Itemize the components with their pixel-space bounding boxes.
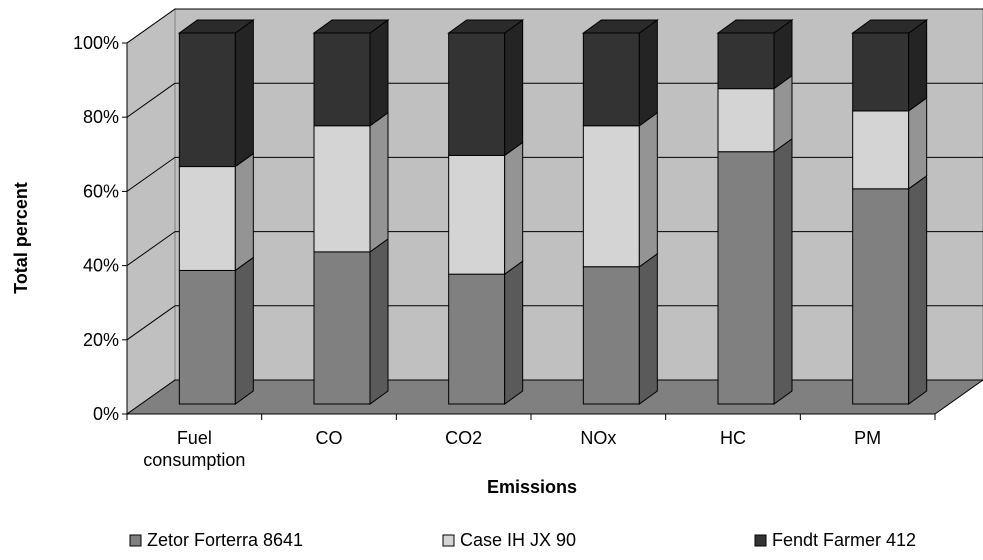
legend-label: Case IH JX 90 bbox=[460, 530, 576, 550]
legend: Zetor Forterra 8641 Case IH JX 90 Fendt Fa… bbox=[129, 530, 916, 550]
bar-segment bbox=[582, 32, 640, 127]
y-tick-label: 60% bbox=[83, 181, 119, 201]
bar-top bbox=[447, 19, 525, 34]
bar-segment-side bbox=[504, 19, 524, 157]
bar-segment-side bbox=[369, 237, 389, 405]
bar-segment bbox=[852, 32, 910, 112]
bar-segment-side bbox=[638, 19, 658, 127]
bar-segment bbox=[178, 32, 236, 168]
legend-label: Fendt Farmer 412 bbox=[772, 530, 916, 550]
x-category-label-line: consumption bbox=[143, 450, 245, 470]
x-category-label-line: NOx bbox=[580, 428, 616, 448]
legend-swatch bbox=[442, 534, 455, 547]
legend-swatch bbox=[129, 534, 142, 547]
bar-segment-side bbox=[234, 152, 254, 272]
bar-segment bbox=[313, 32, 371, 127]
bar-segment bbox=[717, 88, 775, 153]
gridline-side bbox=[126, 305, 176, 341]
y-tick-label: 100% bbox=[73, 33, 119, 53]
bar-segment bbox=[178, 269, 236, 405]
bar-segment bbox=[313, 125, 371, 253]
x-category-label: CO bbox=[316, 428, 343, 448]
gridline-side bbox=[126, 82, 176, 118]
x-category-label-line: PM bbox=[854, 428, 881, 448]
bar-segment-side bbox=[504, 141, 524, 276]
bar-segment bbox=[852, 110, 910, 190]
bar-segment-side bbox=[369, 111, 389, 253]
bars bbox=[177, 19, 929, 405]
x-category-label-line: HC bbox=[720, 428, 746, 448]
y-axis-title: Total percent bbox=[11, 182, 31, 294]
bar-top bbox=[581, 19, 659, 34]
bar-segment bbox=[448, 273, 506, 405]
gridline-side bbox=[126, 231, 176, 267]
gridline-side bbox=[126, 8, 176, 44]
x-category-label-line: CO2 bbox=[445, 428, 482, 448]
bar-top bbox=[851, 19, 929, 34]
x-category-label: CO2 bbox=[445, 428, 482, 448]
bar-segment-side bbox=[369, 19, 389, 127]
bar-segment-side bbox=[908, 19, 928, 112]
bar-top bbox=[312, 19, 390, 34]
y-tick-label: 0% bbox=[93, 404, 119, 424]
bar-segment-side bbox=[234, 19, 254, 168]
axes: 0% 20% 40% 60% 80% 100% Fuel consumption CO CO2 NO… bbox=[73, 33, 936, 470]
bar-segment bbox=[717, 32, 775, 90]
bar-segment bbox=[448, 32, 506, 156]
legend-item: Case IH JX 90 bbox=[442, 530, 576, 550]
legend-item: Fendt Farmer 412 bbox=[754, 530, 916, 550]
y-tick-label: 40% bbox=[83, 256, 119, 276]
bar-segment bbox=[448, 154, 506, 275]
bar-top bbox=[716, 19, 794, 34]
x-category-label: PM bbox=[854, 428, 881, 448]
x-category-label: NOx bbox=[580, 428, 616, 448]
bar-segment-side bbox=[504, 260, 524, 405]
x-category-label: HC bbox=[720, 428, 746, 448]
bar-segment-side bbox=[638, 252, 658, 405]
y-tick-label: 20% bbox=[83, 330, 119, 350]
bar-segment bbox=[717, 151, 775, 405]
bar-segment bbox=[313, 251, 371, 405]
legend-item: Zetor Forterra 8641 bbox=[129, 530, 303, 550]
bar-segment-side bbox=[638, 111, 658, 268]
x-category-label-line: Fuel bbox=[177, 428, 212, 448]
legend-swatch bbox=[754, 534, 767, 547]
x-category-label: Fuel consumption bbox=[143, 428, 245, 470]
bar-segment bbox=[852, 188, 910, 405]
bar-segment bbox=[178, 166, 236, 271]
x-axis-title: Emissions bbox=[487, 477, 577, 497]
bar-top bbox=[177, 19, 255, 34]
bar-segment-side bbox=[908, 96, 928, 190]
bar-segment-side bbox=[908, 174, 928, 405]
bar-segment bbox=[582, 125, 640, 268]
gridlines bbox=[126, 8, 983, 341]
x-category-label-line: CO bbox=[316, 428, 343, 448]
side-wall bbox=[126, 8, 176, 415]
y-tick-label: 80% bbox=[83, 107, 119, 127]
bar-segment bbox=[582, 266, 640, 405]
bar-segment-side bbox=[773, 137, 793, 405]
legend-label: Zetor Forterra 8641 bbox=[147, 530, 303, 550]
bar-segment-side bbox=[234, 256, 254, 405]
gridline-side bbox=[126, 156, 176, 192]
